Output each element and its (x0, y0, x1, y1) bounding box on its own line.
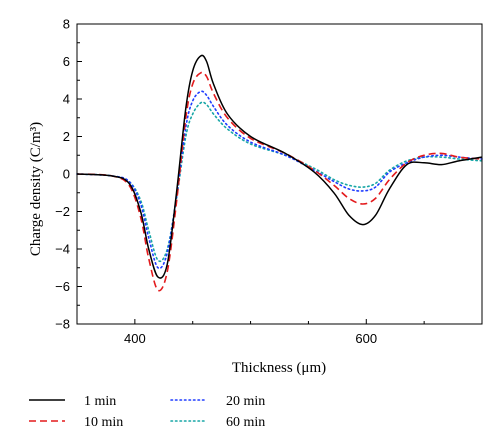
y-tick-label: −6 (55, 279, 70, 294)
x-axis-ticks: 400 600 (76, 319, 483, 346)
x-tick-label: 600 (355, 331, 377, 346)
y-tick-label: 6 (63, 54, 70, 69)
y-tick-label: −4 (55, 242, 70, 257)
x-axis-label: Thickness (μm) (232, 360, 326, 376)
plot-frame (76, 23, 483, 325)
series-line-60-min (76, 101, 483, 263)
y-tick-label: 2 (63, 129, 70, 144)
y-tick-label: 8 (63, 17, 70, 32)
x-tick-label: 400 (124, 331, 146, 346)
legend-label: 1 min (84, 394, 116, 409)
series-line-10-min (76, 71, 483, 292)
y-tick-label: −2 (55, 204, 70, 219)
series-line-1-min (76, 54, 483, 279)
legend-label: 20 min (226, 394, 265, 409)
y-tick-label: 4 (63, 92, 70, 107)
legend-label: 10 min (84, 415, 123, 430)
y-tick-label: −8 (55, 317, 70, 332)
y-axis-title: Charge density (C/m³) (28, 122, 44, 256)
series-layer (76, 54, 483, 292)
y-axis-label: Charge density (C/m³) (28, 122, 44, 256)
y-axis-ticks: −8 −6 −4 −2 0 2 4 6 8 (55, 17, 82, 332)
legend: 1 min 10 min 20 min 60 min (29, 394, 265, 430)
series-line-20-min (76, 90, 483, 270)
y-tick-label: 0 (63, 167, 70, 182)
legend-label: 60 min (226, 415, 265, 430)
